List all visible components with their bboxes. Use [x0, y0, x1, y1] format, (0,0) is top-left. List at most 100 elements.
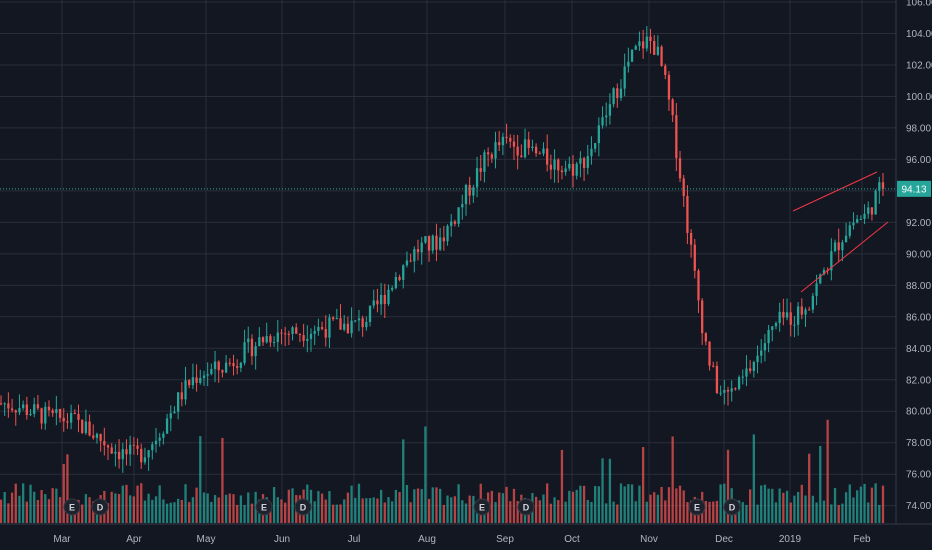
- candle-body: [627, 61, 630, 67]
- volume-bar: [195, 487, 198, 523]
- candle-body: [542, 148, 545, 154]
- candle-body: [427, 236, 431, 251]
- candle-body: [265, 336, 268, 343]
- candle-body: [523, 139, 527, 158]
- candle-body: [774, 323, 778, 327]
- candle-body: [103, 440, 106, 446]
- volume-bar: [313, 501, 316, 523]
- volume-bar: [498, 492, 501, 523]
- volume-bar: [546, 483, 549, 523]
- candle-body: [859, 219, 863, 221]
- candle-body: [601, 117, 604, 126]
- volume-bar: [749, 489, 752, 523]
- earnings-marker[interactable]: E: [255, 498, 273, 516]
- dividend-marker[interactable]: D: [91, 498, 109, 516]
- candle-body: [686, 196, 689, 233]
- candle-body: [409, 260, 412, 262]
- volume-bar: [627, 484, 630, 523]
- candle-body: [730, 388, 733, 392]
- candle-body: [413, 249, 416, 262]
- candle-body: [579, 158, 582, 164]
- volume-bar: [402, 439, 405, 523]
- candle-body: [228, 362, 231, 364]
- volume-bar: [36, 500, 40, 523]
- candle-body: [184, 380, 187, 400]
- event-marker-circle: [63, 498, 81, 516]
- volume-bar: [427, 498, 431, 523]
- candle-body: [830, 251, 833, 271]
- candle-body: [247, 338, 250, 343]
- candle-body: [837, 242, 840, 251]
- candle-body: [501, 136, 505, 146]
- candle-body: [464, 185, 468, 205]
- volume-bar: [51, 488, 54, 523]
- volume-bar: [25, 501, 28, 523]
- candle-body: [346, 323, 350, 334]
- earnings-marker[interactable]: E: [473, 498, 491, 516]
- candle-body: [195, 377, 198, 383]
- volume-bar: [564, 501, 567, 523]
- candle-body: [117, 451, 121, 460]
- candle-body: [25, 404, 28, 415]
- trendline-upper: [792, 171, 878, 212]
- y-tick-label: 96.00: [906, 155, 931, 166]
- candle-body: [217, 361, 220, 371]
- volume-bar: [239, 495, 243, 523]
- volume-bar: [737, 500, 741, 523]
- candle-body: [494, 142, 497, 159]
- candle-body: [582, 158, 586, 168]
- candle-body: [664, 65, 667, 75]
- candle-body: [169, 413, 172, 419]
- volume-bar: [808, 453, 811, 523]
- candle-body: [634, 45, 637, 50]
- dividend-marker[interactable]: D: [517, 498, 535, 516]
- volume-bar: [763, 484, 767, 523]
- volume-bar: [616, 504, 619, 523]
- candle-body: [726, 389, 730, 392]
- earnings-marker[interactable]: E: [63, 498, 81, 516]
- volume-bar: [542, 494, 545, 523]
- dividend-marker[interactable]: D: [294, 498, 312, 516]
- earnings-marker[interactable]: E: [688, 498, 706, 516]
- volume-bar: [331, 504, 335, 523]
- candle-body: [844, 235, 848, 243]
- volume-bar: [140, 483, 143, 523]
- candle-body: [745, 368, 748, 377]
- candle-body: [701, 300, 704, 334]
- candle-body: [678, 158, 682, 179]
- candle-body: [7, 403, 10, 409]
- volume-bar: [826, 419, 829, 523]
- event-marker-circle: [91, 498, 109, 516]
- volume-bar: [236, 504, 239, 523]
- candle-body: [778, 311, 781, 324]
- candle-body: [416, 249, 420, 253]
- candle-body: [88, 421, 91, 436]
- last-price-label: 94.13: [901, 184, 926, 195]
- dividend-marker[interactable]: D: [723, 498, 741, 516]
- candle-body: [328, 317, 331, 338]
- candle-body: [40, 408, 43, 424]
- trendlines: [792, 171, 889, 293]
- candle-body: [719, 392, 722, 394]
- volume-bar: [320, 493, 324, 523]
- event-marker-circle: [255, 498, 273, 516]
- volume-bar: [726, 449, 730, 523]
- volume-bar: [796, 491, 800, 523]
- candle-body: [44, 406, 47, 424]
- candle-body: [863, 213, 866, 220]
- candle-body: [564, 168, 567, 173]
- volume-bar: [708, 501, 711, 523]
- candle-body: [302, 335, 305, 341]
- candle-body: [490, 154, 493, 159]
- candle-body: [420, 242, 423, 253]
- candle-body: [335, 318, 338, 320]
- volume-bar: [837, 504, 840, 523]
- candle-body: [162, 433, 165, 438]
- volume-bar: [129, 495, 132, 523]
- volume-bar: [741, 502, 744, 523]
- candle-body: [287, 333, 290, 335]
- candle-body: [819, 274, 822, 284]
- volume-bar: [461, 500, 464, 523]
